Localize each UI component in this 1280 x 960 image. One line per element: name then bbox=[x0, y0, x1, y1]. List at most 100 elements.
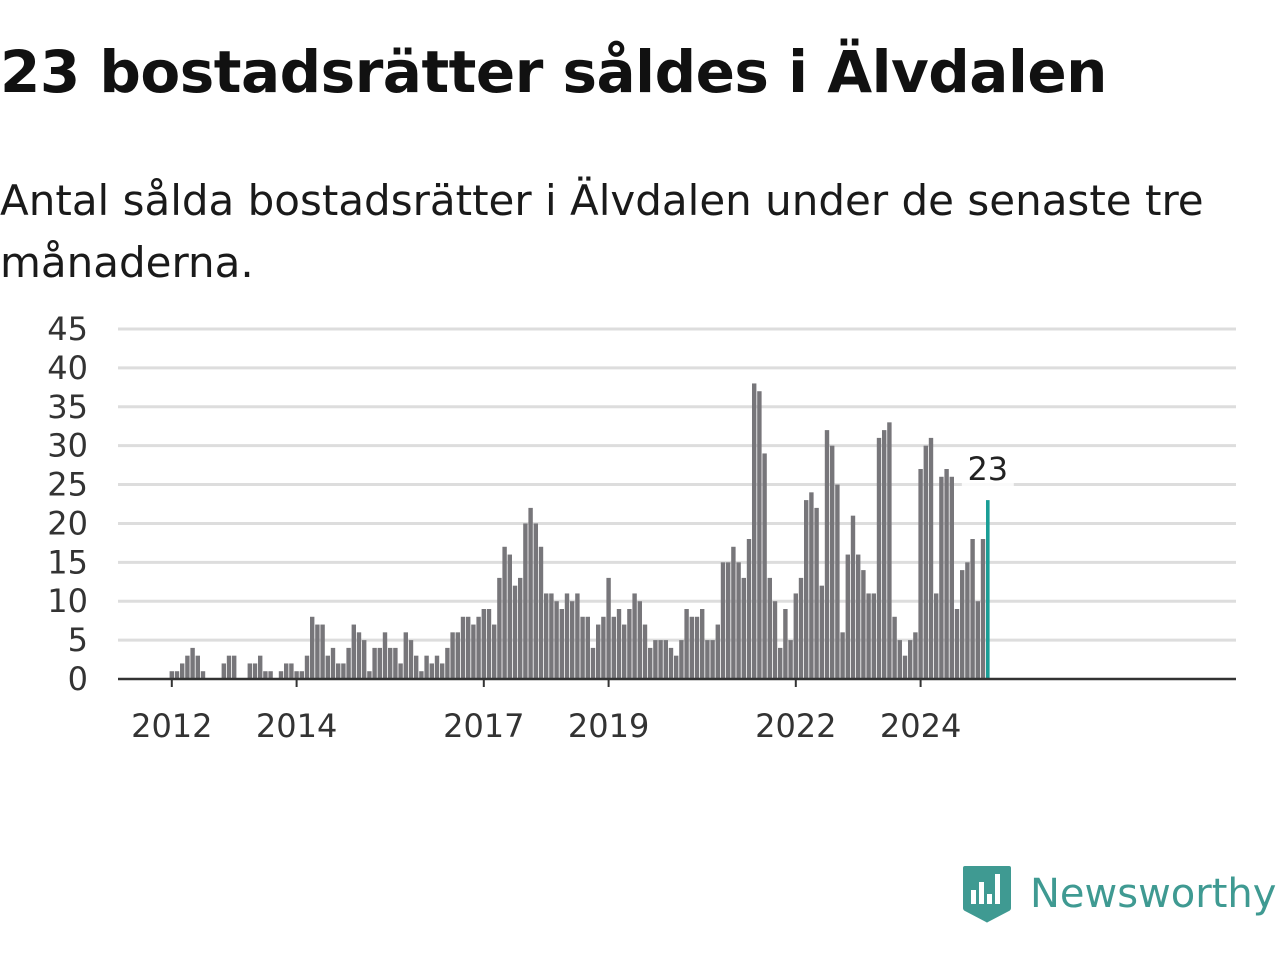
bar bbox=[440, 663, 445, 679]
bar bbox=[866, 593, 871, 679]
bar bbox=[304, 655, 310, 679]
bar bbox=[372, 647, 377, 679]
bar bbox=[226, 655, 232, 679]
bar bbox=[310, 616, 315, 679]
bar bbox=[954, 609, 960, 679]
bar bbox=[824, 430, 830, 679]
bar bbox=[278, 671, 284, 679]
bar bbox=[928, 437, 934, 679]
bar bbox=[564, 593, 570, 679]
bar bbox=[200, 671, 206, 679]
data-label: 23 bbox=[967, 450, 1008, 488]
x-axis: 2012 2014 2017 2019 2022 2024 bbox=[118, 677, 1236, 745]
bar bbox=[362, 640, 367, 679]
bar bbox=[809, 492, 814, 679]
x-tick-label: 2024 bbox=[880, 707, 961, 745]
bar bbox=[258, 655, 263, 679]
bar bbox=[294, 671, 299, 679]
bar bbox=[736, 562, 741, 679]
chart-title: 23 bostadsrätter såldes i Älvdalen bbox=[0, 38, 1107, 106]
bar bbox=[710, 640, 715, 679]
bar bbox=[939, 476, 944, 679]
bar bbox=[793, 593, 798, 679]
bar bbox=[923, 445, 928, 679]
bar bbox=[694, 616, 700, 679]
bar bbox=[502, 546, 507, 679]
bar bbox=[887, 422, 892, 679]
bar bbox=[507, 554, 512, 679]
y-tick-label: 40 bbox=[47, 349, 88, 387]
bar bbox=[455, 632, 460, 679]
bar bbox=[190, 647, 195, 679]
bar bbox=[377, 647, 382, 679]
bar bbox=[700, 609, 705, 679]
bar bbox=[497, 577, 502, 679]
y-tick-label: 10 bbox=[47, 582, 88, 620]
y-tick-label: 30 bbox=[47, 427, 88, 465]
bar bbox=[570, 601, 575, 679]
y-tick-label: 20 bbox=[47, 504, 88, 542]
bar bbox=[637, 601, 642, 679]
bar bbox=[289, 663, 294, 679]
bar bbox=[429, 663, 434, 679]
bar bbox=[897, 640, 902, 679]
brand-logo: Newsworthy bbox=[962, 864, 1276, 924]
y-tick-label: 35 bbox=[47, 388, 88, 426]
bar bbox=[752, 383, 757, 679]
bar bbox=[830, 445, 835, 679]
bar bbox=[861, 570, 866, 679]
bar bbox=[434, 655, 440, 679]
bar bbox=[575, 593, 580, 679]
bar bbox=[533, 523, 538, 679]
bar bbox=[980, 539, 986, 679]
bar bbox=[554, 601, 559, 679]
bar bbox=[653, 640, 658, 679]
gridlines bbox=[118, 327, 1236, 642]
newsworthy-logo-icon bbox=[963, 866, 1011, 923]
bar bbox=[336, 663, 341, 679]
bar bbox=[674, 655, 679, 679]
bar bbox=[419, 671, 424, 679]
y-tick-label: 15 bbox=[47, 543, 88, 581]
bar bbox=[538, 546, 544, 679]
bar bbox=[788, 640, 793, 679]
bar bbox=[382, 632, 388, 679]
bar bbox=[798, 577, 804, 679]
bars bbox=[169, 383, 990, 679]
bar bbox=[611, 616, 616, 679]
bar bbox=[549, 593, 554, 679]
bar bbox=[986, 500, 990, 679]
bar bbox=[408, 640, 414, 679]
bar bbox=[544, 593, 549, 679]
bar bbox=[492, 624, 497, 679]
bar bbox=[658, 640, 663, 679]
bar bbox=[715, 624, 720, 679]
bar bbox=[346, 647, 351, 679]
bar bbox=[679, 640, 684, 679]
bar bbox=[705, 640, 710, 679]
bar bbox=[819, 585, 824, 679]
bar bbox=[174, 671, 180, 679]
bar bbox=[601, 616, 606, 679]
bar bbox=[902, 655, 908, 679]
bar bbox=[325, 655, 330, 679]
bar bbox=[284, 663, 289, 679]
x-tick-label: 2017 bbox=[443, 707, 524, 745]
bar bbox=[252, 663, 258, 679]
bar bbox=[783, 609, 788, 679]
bar bbox=[642, 624, 648, 679]
y-tick-label: 5 bbox=[68, 621, 88, 659]
bar bbox=[720, 562, 726, 679]
bar bbox=[398, 663, 403, 679]
bar bbox=[247, 663, 252, 679]
bar bbox=[876, 437, 882, 679]
x-tick-label: 2019 bbox=[568, 707, 649, 745]
bar bbox=[351, 624, 356, 679]
bar bbox=[632, 593, 637, 679]
bar bbox=[778, 647, 783, 679]
bar bbox=[341, 663, 346, 679]
bar bbox=[965, 562, 970, 679]
bar bbox=[970, 539, 975, 679]
bar bbox=[523, 523, 528, 679]
bar bbox=[169, 671, 174, 679]
